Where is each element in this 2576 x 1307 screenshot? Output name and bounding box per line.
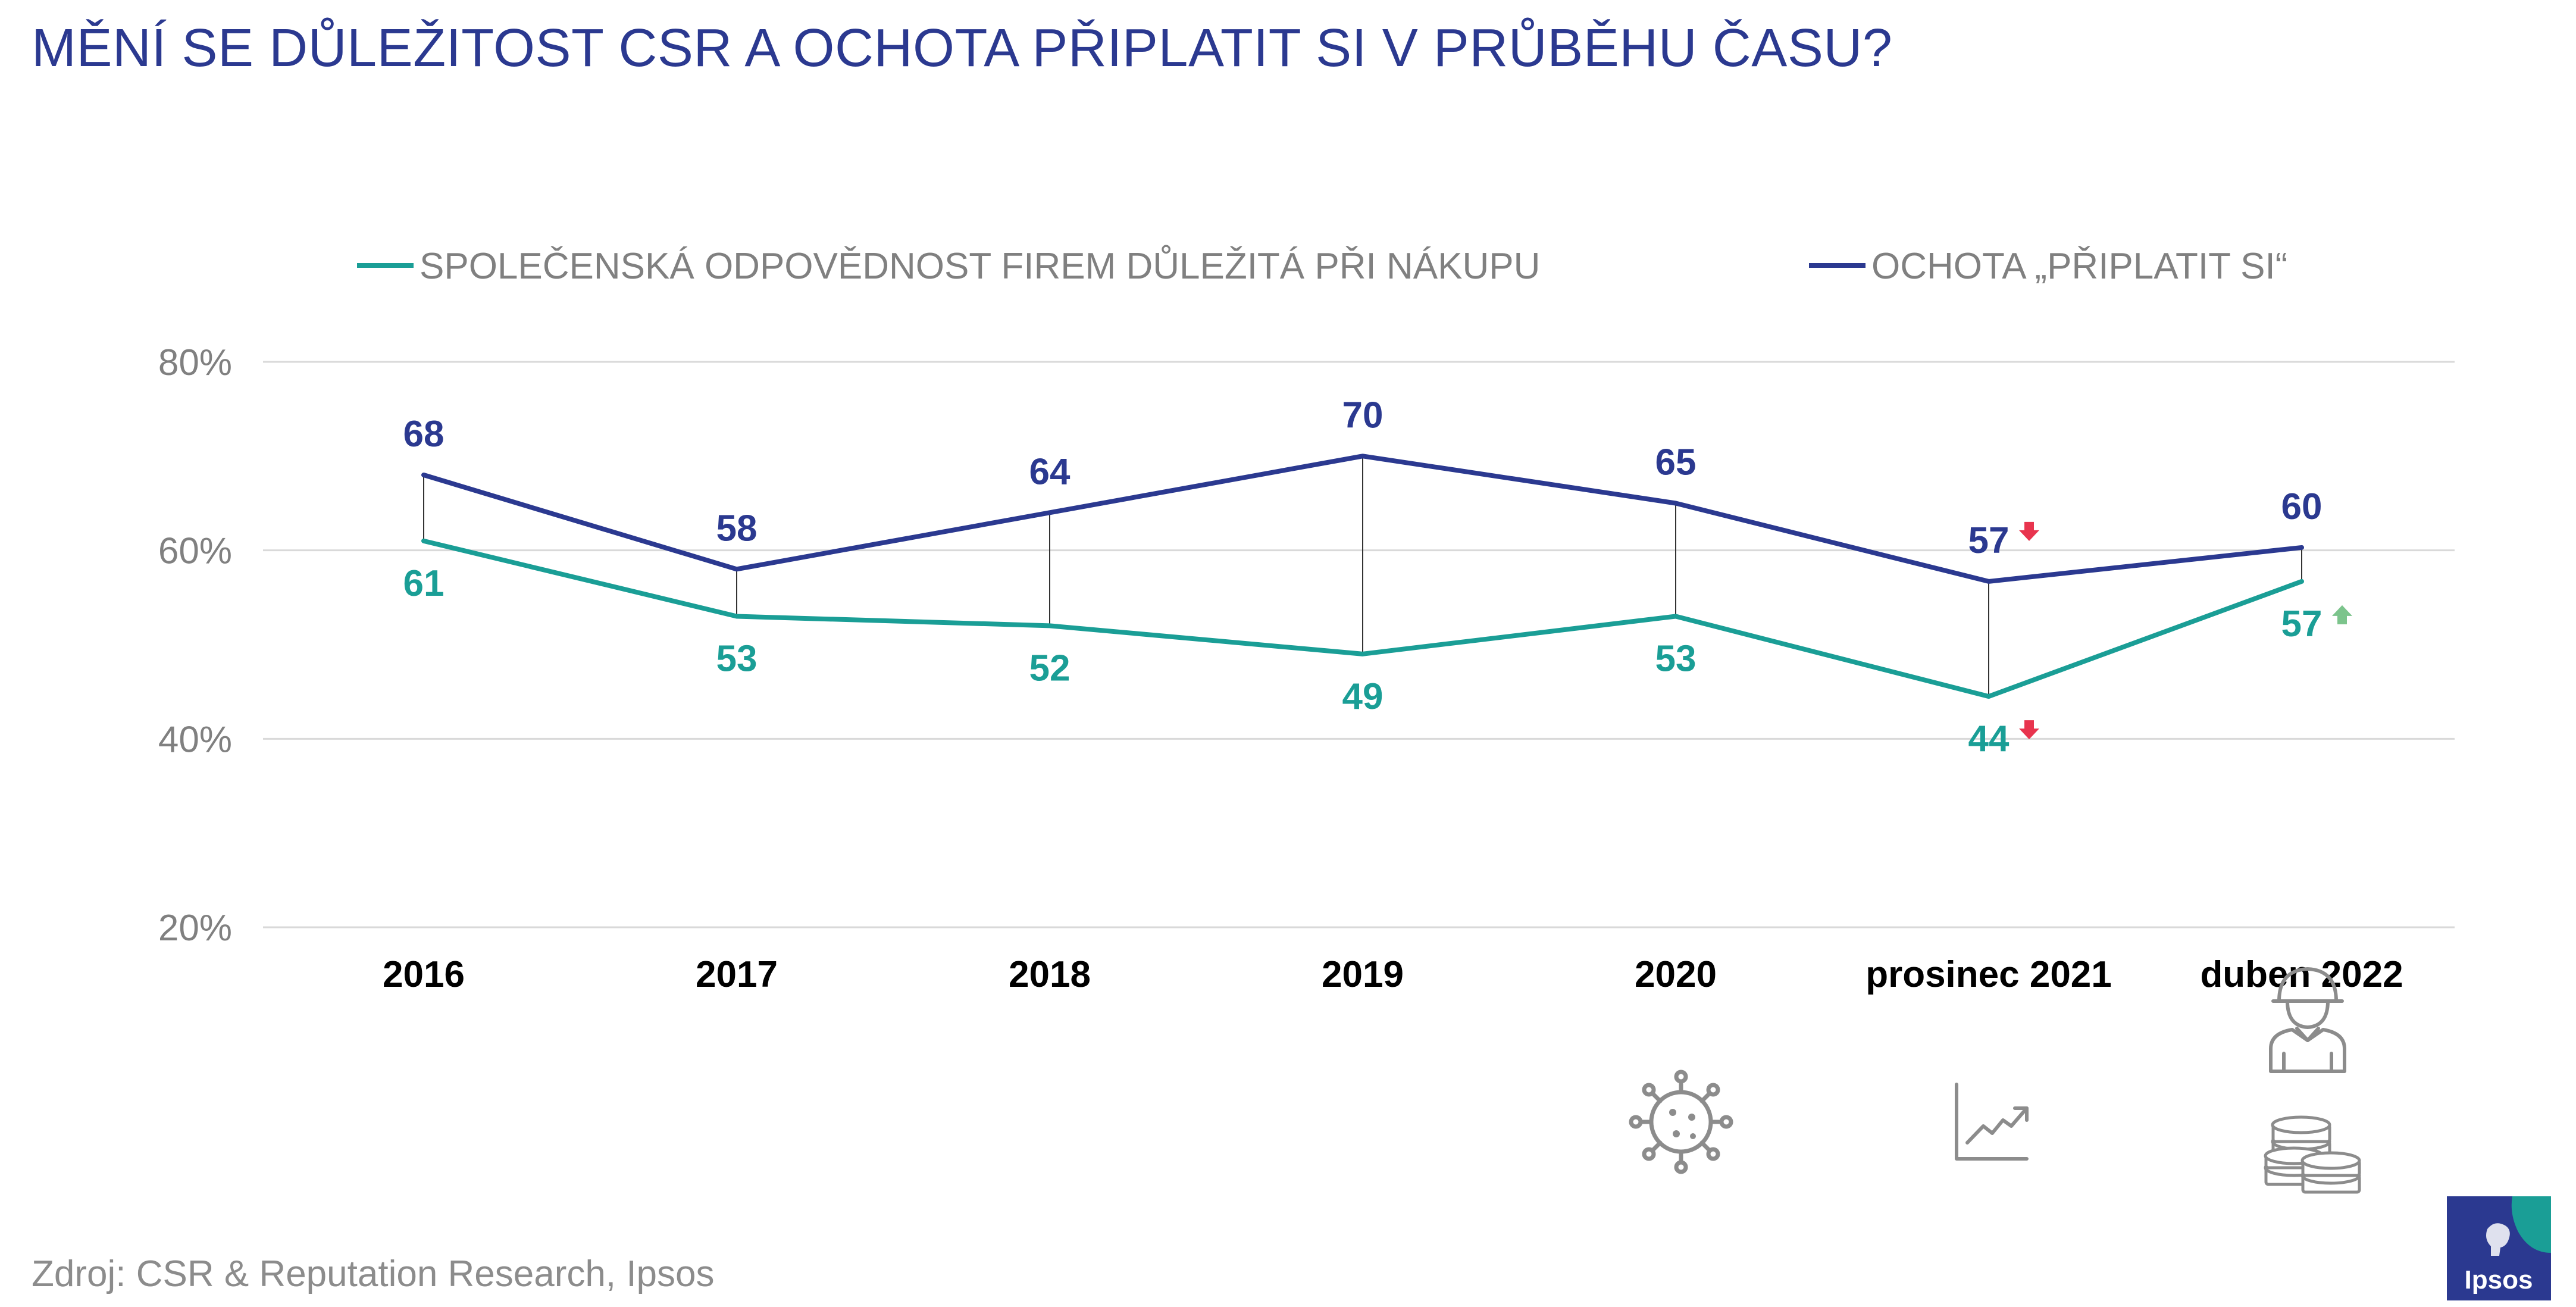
gridlines [263, 361, 2455, 928]
data-label: 60 [2281, 486, 2323, 527]
logo-text: Ipsos [2465, 1265, 2533, 1295]
x-tick-label: 2018 [1009, 954, 1091, 995]
series-connectors [423, 456, 2302, 697]
legend-label: SPOLEČENSKÁ ODPOVĚDNOST FIREM DŮLEŽITÁ P… [420, 245, 1540, 287]
legend: SPOLEČENSKÁ ODPOVĚDNOST FIREM DŮLEŽITÁ P… [357, 245, 2287, 287]
down-arrow-icon [2019, 720, 2039, 740]
data-label: 64 [1029, 451, 1071, 492]
page-title: MĚNÍ SE DŮLEŽITOST CSR A OCHOTA PŘIPLATI… [32, 18, 1893, 78]
x-tick-label: prosinec 2021 [1866, 954, 2112, 995]
data-label: 52 [1029, 648, 1071, 689]
rising-trend-icon [1955, 1083, 2029, 1161]
x-tick-label: 2019 [1322, 954, 1404, 995]
data-label: 65 [1655, 442, 1697, 483]
coins-icon [2264, 1115, 2361, 1194]
data-label: 61 [403, 563, 445, 604]
data-label: 68 [403, 414, 445, 455]
data-label: 57 [1968, 520, 2010, 561]
y-tick-label: 20% [158, 908, 232, 949]
series-line-csr [421, 538, 2304, 699]
x-tick-label: duben 2022 [2200, 954, 2403, 995]
x-axis-ticks: 2016 2017 2018 2019 2020 prosinec 2021 duben 2… [383, 954, 2403, 995]
y-axis-ticks: 20% 40% 60% 80% [158, 342, 232, 949]
x-tick-label: 2016 [383, 954, 465, 995]
down-arrow-icon [2019, 521, 2039, 541]
trend-markers [2019, 521, 2352, 740]
y-tick-label: 40% [158, 719, 232, 760]
data-label: 53 [1655, 639, 1697, 680]
data-label: 70 [1342, 395, 1384, 436]
x-tick-label: 2020 [1635, 954, 1717, 995]
soldier-icon [2269, 967, 2346, 1073]
ipsos-logo: Ipsos [2447, 1196, 2551, 1300]
y-tick-label: 80% [158, 342, 232, 383]
up-arrow-icon [2332, 605, 2352, 624]
source-note: Zdroj: CSR & Reputation Research, Ipsos [32, 1253, 715, 1295]
series-line-pay [421, 454, 2304, 584]
virus-icon [1629, 1070, 1733, 1174]
y-tick-label: 60% [158, 531, 232, 572]
data-label: 57 [2281, 604, 2323, 645]
x-tick-label: 2017 [696, 954, 778, 995]
data-labels: 61 53 52 49 53 44 57 68 58 64 70 65 57 60 [403, 395, 2323, 759]
data-label: 58 [716, 508, 758, 549]
data-label: 53 [716, 639, 758, 680]
data-label: 49 [1342, 676, 1384, 717]
legend-label: OCHOTA „PŘIPLATIT SI“ [1871, 246, 2287, 287]
series-lines [421, 454, 2304, 699]
data-label: 44 [1968, 718, 2010, 759]
